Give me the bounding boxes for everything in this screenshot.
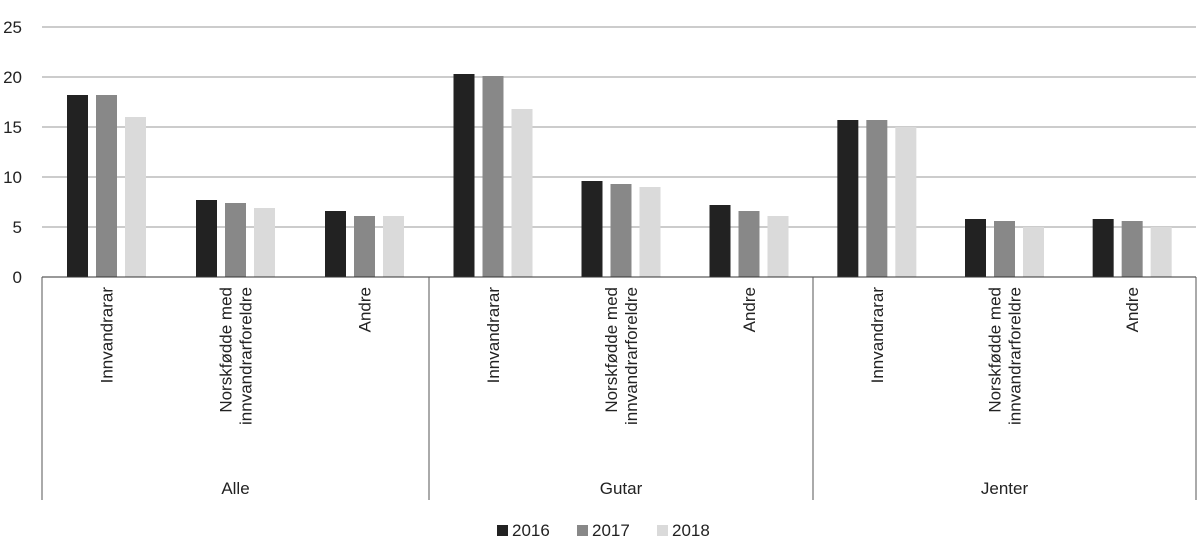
bar: [383, 216, 404, 277]
group-label: Jenter: [981, 479, 1029, 498]
category-label: Andre: [356, 287, 375, 332]
bars: [67, 74, 1172, 277]
category-label: innvandrarforeldre: [622, 287, 641, 425]
bar: [354, 216, 375, 277]
category-label: Norskfødde med: [602, 287, 621, 413]
bar: [67, 95, 88, 277]
legend-label: 2017: [592, 521, 630, 540]
bar: [994, 221, 1015, 277]
bar: [96, 95, 117, 277]
category-label: Innvandrarar: [98, 287, 117, 384]
y-tick-label: 15: [3, 118, 22, 137]
bar: [482, 76, 504, 277]
bar: [895, 127, 917, 277]
bar: [125, 117, 146, 277]
bar: [1150, 227, 1172, 277]
category-label-group: Norskfødde med innvandrarforeldre: [217, 287, 256, 425]
bar: [225, 203, 246, 277]
bar: [254, 208, 275, 277]
legend-label: 2018: [672, 521, 710, 540]
category-label: Innvandrarar: [484, 287, 503, 384]
category-label-group: Andre: [356, 287, 375, 332]
axes: [41, 276, 1197, 500]
bar: [610, 184, 632, 277]
bar: [196, 200, 217, 277]
bar: [1092, 219, 1114, 277]
category-label: Andre: [1123, 287, 1142, 332]
bar: [325, 211, 346, 277]
category-label-group: Norskfødde med innvandrarforeldre: [602, 287, 641, 425]
legend-swatch: [577, 525, 588, 536]
category-label: Innvandrarar: [868, 287, 887, 384]
bar: [709, 205, 731, 277]
legend-label: 2016: [512, 521, 550, 540]
legend-swatch: [657, 525, 668, 536]
category-label-group: Andre: [1123, 287, 1142, 332]
bar: [866, 120, 888, 277]
category-label: Norskfødde med: [217, 287, 236, 413]
category-label-group: Innvandrarar: [98, 287, 117, 384]
y-tick-label: 25: [3, 18, 22, 37]
bar: [1121, 221, 1143, 277]
legend: 2016 2017 2018: [497, 521, 710, 540]
group-label: Gutar: [600, 479, 643, 498]
category-label: innvandrarforeldre: [1006, 287, 1025, 425]
category-label-group: Innvandrarar: [484, 287, 503, 384]
bar: [965, 219, 986, 277]
category-label: Andre: [740, 287, 759, 332]
bar: [453, 74, 475, 277]
y-tick-label: 5: [13, 218, 22, 237]
category-label-group: Norskfødde med innvandrarforeldre: [986, 287, 1025, 425]
legend-swatch: [497, 525, 508, 536]
bar: [837, 120, 859, 277]
category-label-group: Andre: [740, 287, 759, 332]
bar: [639, 187, 661, 277]
category-label: innvandrarforeldre: [237, 287, 256, 425]
bar: [581, 181, 603, 277]
y-tick-label: 0: [13, 268, 22, 287]
bar: [511, 109, 533, 277]
group-label: Alle: [221, 479, 249, 498]
bar: [1023, 227, 1044, 277]
y-tick-label: 10: [3, 168, 22, 187]
category-label: Norskfødde med: [986, 287, 1005, 413]
bar: [767, 216, 789, 277]
bar: [738, 211, 760, 277]
category-label-group: Innvandrarar: [868, 287, 887, 384]
y-tick-label: 20: [3, 68, 22, 87]
